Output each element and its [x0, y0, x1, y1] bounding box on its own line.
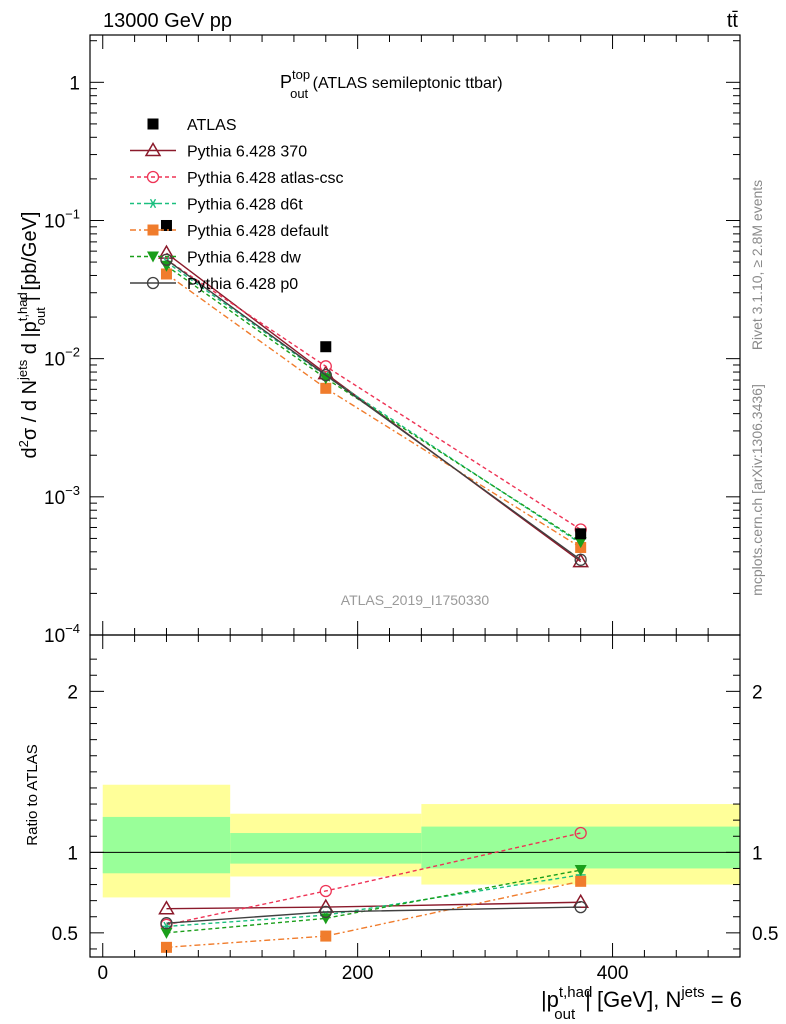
ratio-line-atlascsc — [166, 832, 581, 926]
ratio-point-default — [575, 875, 587, 887]
legend-label-default: Pythia 6.428 default — [187, 223, 329, 240]
main-data-point — [160, 219, 172, 231]
axes-ticks: 1 10−1 10−2 10−3 10−4 0 200 400 0.5 0.5 1 1 2 2 — [44, 35, 778, 984]
ratio-bands — [90, 784, 740, 898]
legend-marker-default — [147, 224, 159, 236]
ratio-line-dw — [166, 869, 581, 934]
ratio-y-axis-title: Ratio to ATLAS — [24, 744, 41, 845]
ratio-point-atlascsc — [574, 826, 587, 840]
analysis-label: ATLAS_2019_I1750330 — [341, 592, 490, 608]
legend: ATLAS Pythia 6.428 370 Pythia 6.428 atlas-… — [130, 117, 344, 293]
ratio-point-atlascsc — [319, 884, 332, 898]
main-point-p0 — [160, 253, 173, 266]
main-point-p0 — [574, 553, 587, 566]
legend-label-d6t: Pythia 6.428 d6t — [187, 197, 303, 214]
main-point-default — [160, 268, 172, 280]
ratio-point-default — [320, 930, 332, 942]
ratio-point-dw — [160, 927, 173, 939]
main-y-tick-label: 1 — [69, 73, 80, 94]
main-data-point — [320, 341, 332, 353]
main-point-dw — [574, 537, 587, 549]
ratio-x-tick-label: 0 — [97, 963, 108, 984]
ratio-band-inner-2 — [421, 826, 740, 869]
legend-label-p0: Pythia 6.428 p0 — [187, 276, 298, 293]
x-axis-title: |pt,had out| [GeV], Njets = 6 — [541, 984, 742, 1023]
legend-marker-d6t — [148, 198, 158, 209]
legend-marker-d6t-arm — [149, 198, 157, 209]
ratio-y-tick-label: 1 — [67, 843, 78, 864]
main-point-atlascsc — [319, 360, 332, 373]
ratio-y-tick-label: 2 — [67, 682, 78, 703]
legend-marker-dw — [147, 251, 159, 263]
main-y-axis-title: d2σ / d Njets d |pt,had out| [pb/GeV] — [15, 212, 48, 459]
main-line-d6t — [166, 261, 582, 545]
main-line-default — [166, 273, 582, 549]
rivet-label: Rivet 3.1.10, ≥ 2.8M events — [749, 180, 765, 350]
main-point-p370 — [572, 553, 589, 568]
main-y-tick-label: 10−3 — [44, 483, 80, 509]
main-line-p0 — [166, 259, 582, 561]
ratio-line-p0 — [166, 906, 581, 924]
ratio-y-tick-label-right: 1 — [752, 843, 763, 864]
ratio-x-tick-label: 200 — [342, 963, 374, 984]
energy-label: 13000 GeV pp — [103, 10, 232, 32]
legend-label-dw: Pythia 6.428 dw — [187, 250, 301, 267]
process-label: tt̄ — [727, 10, 739, 32]
legend-marker-p370 — [144, 142, 162, 157]
ratio-y-tick-label-right: 0.5 — [752, 924, 778, 945]
legend-label-p370: Pythia 6.428 370 — [187, 144, 307, 161]
ratio-point-default — [160, 941, 172, 953]
ratio-point-p0 — [574, 900, 587, 914]
mcplots-label: mcplots.cern.ch [arXiv:1306.3436] — [749, 384, 765, 596]
legend-marker-p0 — [146, 276, 160, 290]
main-point-p0 — [319, 368, 332, 382]
legend-label-data: ATLAS — [187, 117, 237, 134]
main-y-tick-label: 10−4 — [44, 621, 80, 647]
plot-title: Ptop out (ATLAS semileptonic ttbar) — [280, 67, 503, 101]
ratio-line-d6t — [166, 874, 581, 928]
ratio-y-tick-label-right: 2 — [752, 682, 763, 703]
ratio-point-dw — [574, 865, 587, 877]
main-y-tick-label: 10−1 — [44, 206, 80, 232]
main-point-p370 — [158, 244, 175, 259]
ratio-line-p370 — [166, 901, 581, 910]
main-panel-marks — [158, 219, 589, 568]
ratio-band-inner-0 — [102, 816, 231, 874]
ratio-y-tick-label: 0.5 — [52, 924, 78, 945]
main-y-tick-label: 10−2 — [44, 345, 80, 371]
ratio-panel-marks — [158, 826, 589, 953]
main-point-default — [320, 382, 332, 394]
legend-marker-atlascsc — [146, 170, 160, 184]
ratio-point-p370 — [158, 900, 175, 915]
ratio-point-p0 — [319, 905, 332, 919]
ratio-band-inner-1 — [230, 833, 422, 864]
main-line-atlascsc — [166, 259, 582, 531]
main-line-dw — [166, 265, 582, 543]
main-data-point — [575, 528, 587, 540]
ratio-x-tick-label: 400 — [597, 963, 629, 984]
ratio-panel-frame — [89, 634, 741, 958]
legend-marker-data — [147, 118, 159, 130]
legend-label-atlascsc: Pythia 6.428 atlas-csc — [187, 170, 344, 187]
main-point-dw — [319, 373, 332, 385]
ratio-point-p0 — [160, 917, 173, 930]
